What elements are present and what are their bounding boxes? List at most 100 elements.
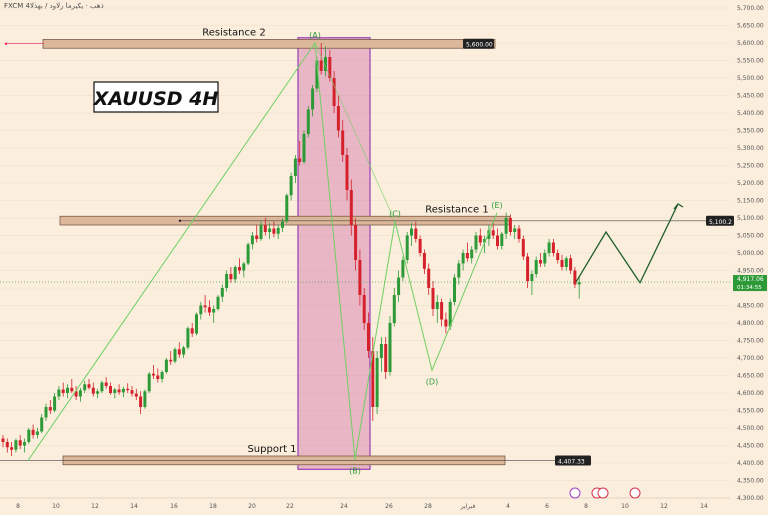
candle-body bbox=[27, 429, 31, 442]
current-price-tag-bg bbox=[733, 275, 767, 292]
pattern-line bbox=[27, 41, 498, 461]
candle-body bbox=[225, 274, 229, 288]
projection-path bbox=[575, 203, 679, 285]
candle-body bbox=[10, 447, 14, 450]
pattern-point-label: (D) bbox=[426, 377, 438, 386]
y-tick-label: 5,150.00 bbox=[737, 198, 764, 205]
candle bbox=[410, 223, 413, 246]
y-tick-label: 4,400.00 bbox=[737, 460, 764, 467]
candle bbox=[66, 384, 69, 399]
candle bbox=[496, 228, 499, 250]
candle-body bbox=[560, 260, 564, 267]
y-tick-label: 4,300.00 bbox=[737, 495, 764, 502]
candle-body bbox=[569, 258, 573, 271]
candle bbox=[543, 249, 547, 267]
candle bbox=[362, 288, 366, 330]
candle bbox=[1, 435, 5, 448]
candle bbox=[212, 305, 216, 323]
header-title-label[interactable]: 4ذهب · يكيرما رلاود / بهذلا bbox=[25, 2, 104, 10]
y-tick-label: 4,800.00 bbox=[737, 320, 764, 327]
y-tick-label: 4,700.00 bbox=[737, 355, 764, 362]
candle-body bbox=[414, 228, 418, 239]
candle-body bbox=[513, 228, 517, 232]
candle-body bbox=[530, 274, 534, 281]
current-price: 4,917.06 01:34:55 bbox=[0, 275, 767, 292]
candle-body bbox=[328, 57, 332, 78]
candle bbox=[349, 179, 353, 236]
candle bbox=[508, 214, 512, 236]
candle-body bbox=[212, 309, 216, 313]
candle-body bbox=[190, 328, 194, 334]
candle-body bbox=[401, 260, 405, 278]
y-tick-label: 5,000.00 bbox=[737, 250, 764, 257]
candle-body bbox=[410, 228, 413, 236]
y-tick-label: 5,350.00 bbox=[737, 128, 764, 135]
candle-body bbox=[238, 267, 241, 271]
candle bbox=[293, 155, 297, 183]
y-tick-label: 4,600.00 bbox=[737, 390, 764, 397]
candle-body bbox=[18, 440, 22, 446]
candle bbox=[272, 221, 276, 238]
price-axis: 4,300.00 4,350.00 4,400.00 4,450.00 4,500.00… bbox=[730, 0, 768, 515]
chart-title-bg bbox=[93, 81, 219, 113]
candle bbox=[40, 414, 44, 434]
candle-body bbox=[195, 314, 198, 334]
candle bbox=[448, 298, 452, 330]
candle-body bbox=[177, 349, 181, 355]
candle-body bbox=[556, 253, 560, 260]
candle bbox=[156, 368, 160, 383]
y-tick-label: 5,250.00 bbox=[737, 163, 764, 170]
candle-body bbox=[491, 230, 495, 236]
candle bbox=[440, 298, 444, 327]
candle-body bbox=[96, 391, 100, 394]
candle bbox=[14, 438, 18, 453]
candle-body bbox=[199, 305, 203, 315]
candle bbox=[405, 232, 409, 264]
candle bbox=[388, 316, 392, 376]
candle bbox=[285, 193, 289, 224]
x-tick-label: 14 bbox=[700, 503, 708, 510]
price-tag-label: 4,407.33 bbox=[558, 459, 585, 466]
candle-body bbox=[272, 228, 276, 234]
candle-body bbox=[156, 375, 160, 379]
candle bbox=[195, 312, 198, 336]
candle bbox=[18, 435, 22, 449]
candle bbox=[444, 312, 448, 334]
candle-body bbox=[526, 256, 530, 281]
pattern-layer: (A) (B) (C) (D) (E) bbox=[27, 31, 503, 476]
candle bbox=[487, 225, 491, 246]
candle-body bbox=[130, 390, 134, 394]
candle bbox=[186, 326, 190, 350]
candle-body bbox=[5, 442, 9, 448]
y-tick-label: 5,050.00 bbox=[737, 233, 764, 240]
candle-body bbox=[444, 319, 448, 327]
candle-body bbox=[35, 431, 39, 435]
candle-body bbox=[31, 429, 35, 435]
candle bbox=[392, 288, 396, 327]
candle bbox=[152, 365, 155, 379]
pattern-ac-line bbox=[314, 42, 396, 222]
candle-body bbox=[152, 373, 155, 376]
candle bbox=[298, 141, 302, 166]
zone-label: Support 1 bbox=[247, 444, 296, 455]
candle bbox=[332, 71, 336, 113]
pattern-point-label: (A) bbox=[309, 31, 321, 40]
event-flag-icon bbox=[569, 487, 581, 499]
candle-body bbox=[263, 225, 267, 232]
event-flag-icon bbox=[597, 487, 609, 499]
candle-body bbox=[405, 235, 409, 260]
candle bbox=[57, 386, 61, 400]
candle-body bbox=[431, 288, 435, 309]
candle bbox=[109, 382, 112, 395]
candle-body bbox=[577, 282, 581, 285]
y-tick-label: 4,500.00 bbox=[737, 425, 764, 432]
zone-label: Resistance 2 bbox=[202, 28, 265, 39]
candle bbox=[91, 382, 95, 397]
candle-body bbox=[384, 344, 388, 372]
candle bbox=[229, 267, 233, 283]
candle-body bbox=[483, 239, 487, 243]
candle bbox=[521, 235, 525, 260]
time-axis: 8 10 12 14 16 18 20 22 24 26 28 فبراير 4 6 8 10 12 14 bbox=[0, 497, 730, 510]
candle bbox=[31, 424, 35, 439]
